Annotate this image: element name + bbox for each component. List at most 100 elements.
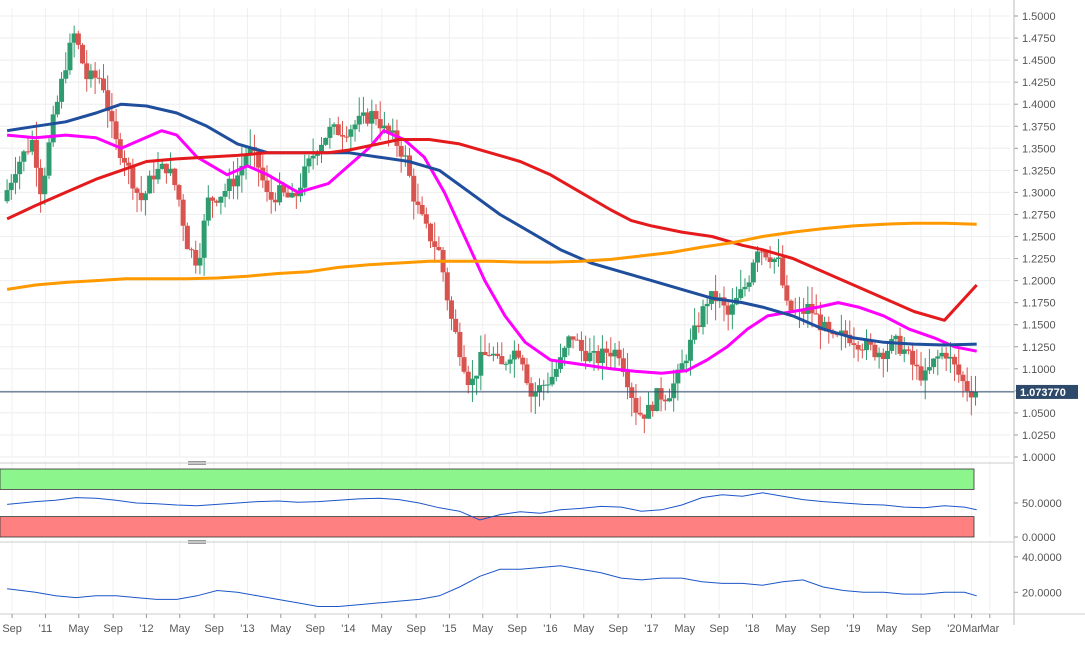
candle [851, 327, 857, 358]
candle-body [21, 151, 27, 162]
candle-body [134, 188, 140, 193]
candle-body [469, 378, 475, 386]
price-tick-label: 1.2250 [1022, 254, 1056, 266]
candle-body [583, 350, 589, 362]
candle-body [339, 135, 345, 137]
candle [75, 30, 81, 50]
candle [457, 322, 463, 367]
candle [725, 299, 731, 331]
candle [344, 126, 350, 143]
candle [608, 337, 614, 368]
candle-body [633, 397, 639, 413]
candle-body [662, 399, 668, 402]
candle-body [360, 112, 366, 116]
candle [901, 336, 907, 363]
candle-body [92, 70, 98, 78]
candle-body [130, 165, 136, 189]
overbought-band [0, 468, 975, 490]
x-tick-label: '16 [543, 623, 557, 635]
candle-body [289, 192, 295, 198]
candle-body [38, 167, 44, 195]
candle [25, 138, 31, 155]
candle [838, 314, 844, 351]
candle-body [700, 306, 706, 328]
candle [201, 214, 207, 276]
candle-body [415, 201, 421, 205]
candle-body [138, 192, 144, 201]
candle-body [490, 353, 496, 356]
candle-body [46, 142, 52, 176]
moving-average-line [6, 221, 977, 291]
candle [872, 342, 878, 361]
x-tick-label: '20 [947, 623, 961, 635]
candle-body [306, 158, 312, 167]
candle [453, 309, 459, 334]
candle-body [264, 180, 270, 192]
x-tick-label: Mar [962, 623, 981, 635]
candle-body [482, 351, 488, 356]
candle-body [247, 147, 253, 156]
candle [109, 93, 115, 139]
candle-body [201, 220, 207, 258]
candle-body [641, 414, 647, 419]
candle-body [767, 257, 773, 263]
candle-body [604, 348, 610, 353]
candle-body [402, 155, 408, 157]
candle-body [50, 114, 56, 143]
price-tick-label: 1.0250 [1022, 430, 1056, 442]
candle-body [528, 383, 534, 397]
candle-body [822, 321, 828, 331]
candle [189, 247, 195, 258]
candle [675, 363, 681, 401]
candle-body [742, 286, 748, 290]
candle [767, 245, 773, 269]
x-tick-label: Sep [608, 623, 628, 635]
candle [432, 222, 438, 263]
candle [59, 71, 65, 109]
x-tick-label: '12 [139, 623, 153, 635]
candle [859, 343, 865, 359]
candle [302, 154, 308, 196]
candle-body [272, 199, 278, 203]
candle [277, 172, 283, 206]
candle-body [947, 356, 953, 359]
candle [612, 343, 618, 369]
candle-body [4, 190, 10, 202]
candle [742, 278, 748, 297]
x-tick-label: '17 [644, 623, 658, 635]
candle [843, 320, 849, 348]
panel-resize-handle-1[interactable] [188, 461, 206, 465]
candle-body [428, 223, 434, 242]
candle [147, 170, 153, 194]
candle-body [629, 387, 635, 398]
candle [952, 354, 958, 382]
candle [323, 137, 329, 147]
price-tick-label: 1.3500 [1022, 143, 1056, 155]
moving-average-line [6, 138, 978, 322]
candle-body [436, 246, 442, 251]
candle-body [503, 363, 509, 365]
x-tick-label: '15 [442, 623, 456, 635]
candle [356, 97, 362, 132]
candle-body [33, 139, 39, 168]
candle-body [495, 353, 501, 357]
candle [63, 52, 69, 84]
candle-body [704, 303, 710, 307]
candle [926, 349, 932, 375]
x-tick-label: Sep [204, 623, 224, 635]
panel-resize-handle-2[interactable] [188, 540, 206, 544]
candle [784, 275, 790, 306]
candle-body [666, 398, 672, 402]
candle [641, 414, 647, 434]
candle [205, 185, 211, 226]
candle-body [235, 175, 241, 187]
candle-body [12, 174, 18, 183]
moving-average-line [6, 129, 977, 375]
candle-body [25, 151, 31, 153]
candle-body [67, 42, 73, 71]
price-tick-label: 1.1000 [1022, 364, 1056, 376]
candle [411, 168, 417, 220]
candle [138, 175, 144, 212]
candle-body [926, 367, 932, 371]
candle-body [574, 339, 580, 341]
